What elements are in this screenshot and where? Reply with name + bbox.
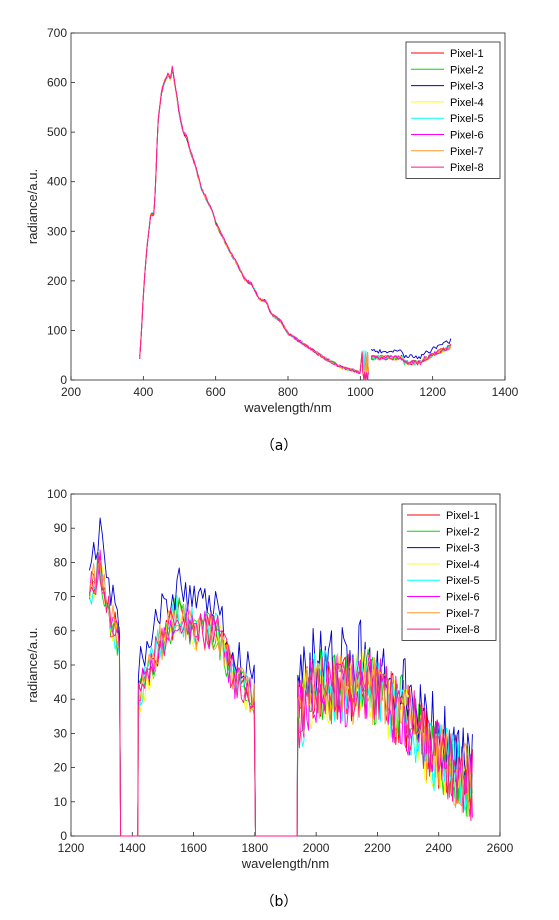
a-legend-label: Pixel-5 bbox=[450, 113, 484, 125]
b-series-line-8 bbox=[88, 552, 473, 837]
b-x-axis-label: wavelength/nm bbox=[241, 856, 329, 871]
a-ytick-label: 700 bbox=[47, 26, 67, 40]
a-x-axis-label: wavelength/nm bbox=[243, 400, 331, 415]
chart-a: 200 400 600 800 1000 1200 1400 0 100 200 300 400 500… bbox=[25, 26, 519, 415]
b-legend-label: Pixel-7 bbox=[446, 608, 480, 620]
b-legend-label: Pixel-8 bbox=[446, 624, 480, 636]
a-legend-label: Pixel-1 bbox=[450, 48, 484, 60]
b-ytick-label: 50 bbox=[54, 658, 68, 672]
b-series-line-7 bbox=[88, 562, 473, 837]
a-legend-label: Pixel-8 bbox=[450, 162, 484, 174]
a-y-axis-label: radiance/a.u. bbox=[25, 169, 40, 244]
b-ytick-label: 20 bbox=[54, 761, 68, 775]
a-xtick-label: 600 bbox=[206, 385, 226, 399]
b-legend-label: Pixel-6 bbox=[446, 592, 480, 604]
b-y-axis-label: radiance/a.u. bbox=[25, 627, 40, 702]
b-xtick-label: 1800 bbox=[242, 841, 269, 855]
b-ytick-label: 10 bbox=[54, 795, 68, 809]
b-ytick-label: 80 bbox=[54, 555, 68, 569]
a-xtick-label: 800 bbox=[278, 385, 298, 399]
a-legend bbox=[405, 41, 501, 179]
a-series-line-8 bbox=[139, 65, 451, 381]
b-ytick-label: 70 bbox=[54, 590, 68, 604]
b-xtick-label: 1400 bbox=[119, 841, 146, 855]
b-legend-label: Pixel-4 bbox=[446, 559, 480, 571]
a-xtick-label: 1400 bbox=[492, 385, 519, 399]
b-legend-label: Pixel-5 bbox=[446, 575, 480, 587]
b-legend-label: Pixel-1 bbox=[446, 510, 480, 522]
b-ytick-label: 100 bbox=[47, 487, 67, 501]
b-xtick-label: 2600 bbox=[487, 841, 514, 855]
a-ytick-label: 300 bbox=[47, 224, 67, 238]
a-ytick-label: 600 bbox=[47, 76, 67, 90]
caption-a: （a） bbox=[261, 438, 298, 454]
caption-b: （b） bbox=[261, 894, 298, 910]
b-ytick-label: 0 bbox=[60, 829, 67, 843]
b-xtick-label: 2400 bbox=[425, 841, 452, 855]
a-legend-label: Pixel-2 bbox=[450, 64, 484, 76]
chart-b: 1200 1400 1600 1800 2000 2200 2400 2600 0 10 20 30 4… bbox=[25, 487, 514, 871]
a-ytick-label: 100 bbox=[47, 323, 67, 337]
b-xtick-label: 1600 bbox=[180, 841, 207, 855]
b-legend-label: Pixel-2 bbox=[446, 526, 480, 538]
b-ytick-label: 40 bbox=[54, 692, 68, 706]
b-xtick-label: 1200 bbox=[58, 841, 85, 855]
b-ytick-label: 30 bbox=[54, 726, 68, 740]
a-ytick-label: 0 bbox=[60, 373, 67, 387]
a-legend-label: Pixel-7 bbox=[450, 146, 484, 158]
a-legend-label: Pixel-6 bbox=[450, 130, 484, 142]
b-ytick-label: 90 bbox=[54, 521, 68, 535]
a-legend-label: Pixel-4 bbox=[450, 97, 484, 109]
a-xtick-label: 1200 bbox=[419, 385, 446, 399]
a-legend-label: Pixel-3 bbox=[450, 81, 484, 93]
b-legend bbox=[401, 503, 497, 641]
b-ytick-label: 60 bbox=[54, 624, 68, 638]
a-ytick-label: 400 bbox=[47, 175, 67, 189]
b-xtick-label: 2000 bbox=[303, 841, 330, 855]
a-ytick-label: 500 bbox=[47, 125, 67, 139]
a-ytick-label: 200 bbox=[47, 274, 67, 288]
a-xtick-label: 200 bbox=[61, 385, 81, 399]
a-xtick-label: 400 bbox=[133, 385, 153, 399]
b-xtick-label: 2200 bbox=[364, 841, 391, 855]
a-xtick-label: 1000 bbox=[347, 385, 374, 399]
b-legend-label: Pixel-3 bbox=[446, 543, 480, 555]
